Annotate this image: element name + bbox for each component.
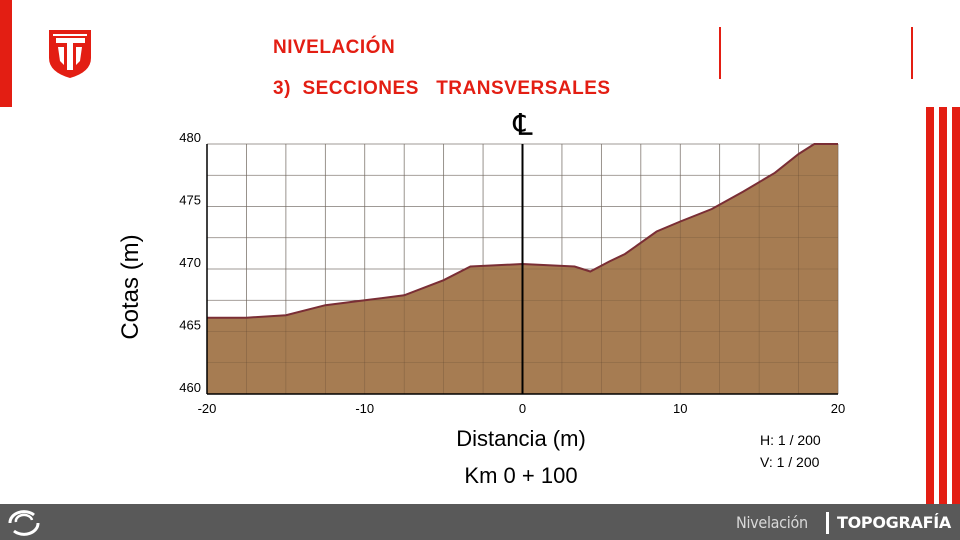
- footer-bar: Nivelación TOPOGRAFÍA: [0, 504, 960, 540]
- x-axis-label: Distancia (m): [456, 426, 586, 451]
- right-stripes: [920, 107, 960, 504]
- footer-course-label: TOPOGRAFÍA: [837, 513, 951, 532]
- footer-section-label: Nivelación: [736, 513, 808, 532]
- slide-title: NIVELACIÓN: [273, 37, 396, 58]
- y-tick-labels: 460 465 470 475 480: [179, 130, 201, 395]
- y-axis-label: Cotas (m): [117, 234, 144, 339]
- y-tick-label: 470: [179, 255, 201, 270]
- stripe: [926, 107, 934, 504]
- left-accent-bar: [0, 0, 12, 107]
- terrain-profile-line: [207, 143, 838, 319]
- footer-separator: [826, 512, 829, 534]
- x-tick-label: 20: [831, 401, 845, 416]
- x-tick-label: -10: [355, 401, 374, 416]
- slide-subtitle: 3) SECCIONES TRANSVERSALES: [273, 78, 611, 99]
- header-divider-1: [719, 27, 721, 79]
- chart-subtitle: Km 0 + 100: [464, 463, 577, 488]
- vertical-scale: V: 1 / 200: [760, 454, 820, 470]
- university-logo: [49, 30, 91, 78]
- x-tick-label: 10: [673, 401, 687, 416]
- x-tick-labels: -20 -10 0 10 20: [198, 401, 846, 416]
- header-divider-2: [911, 27, 913, 79]
- university-emblem-icon: [8, 510, 40, 536]
- x-tick-label: -20: [198, 401, 217, 416]
- y-tick-label: 465: [179, 318, 201, 333]
- x-tick-label: 0: [519, 401, 526, 416]
- horizontal-scale: H: 1 / 200: [760, 432, 821, 448]
- y-tick-label: 480: [179, 130, 201, 145]
- centerline-label: ℄: [512, 108, 533, 143]
- stripe: [939, 107, 947, 504]
- stripe: [952, 107, 960, 504]
- y-tick-label: 475: [179, 193, 201, 208]
- y-tick-label: 460: [179, 380, 201, 395]
